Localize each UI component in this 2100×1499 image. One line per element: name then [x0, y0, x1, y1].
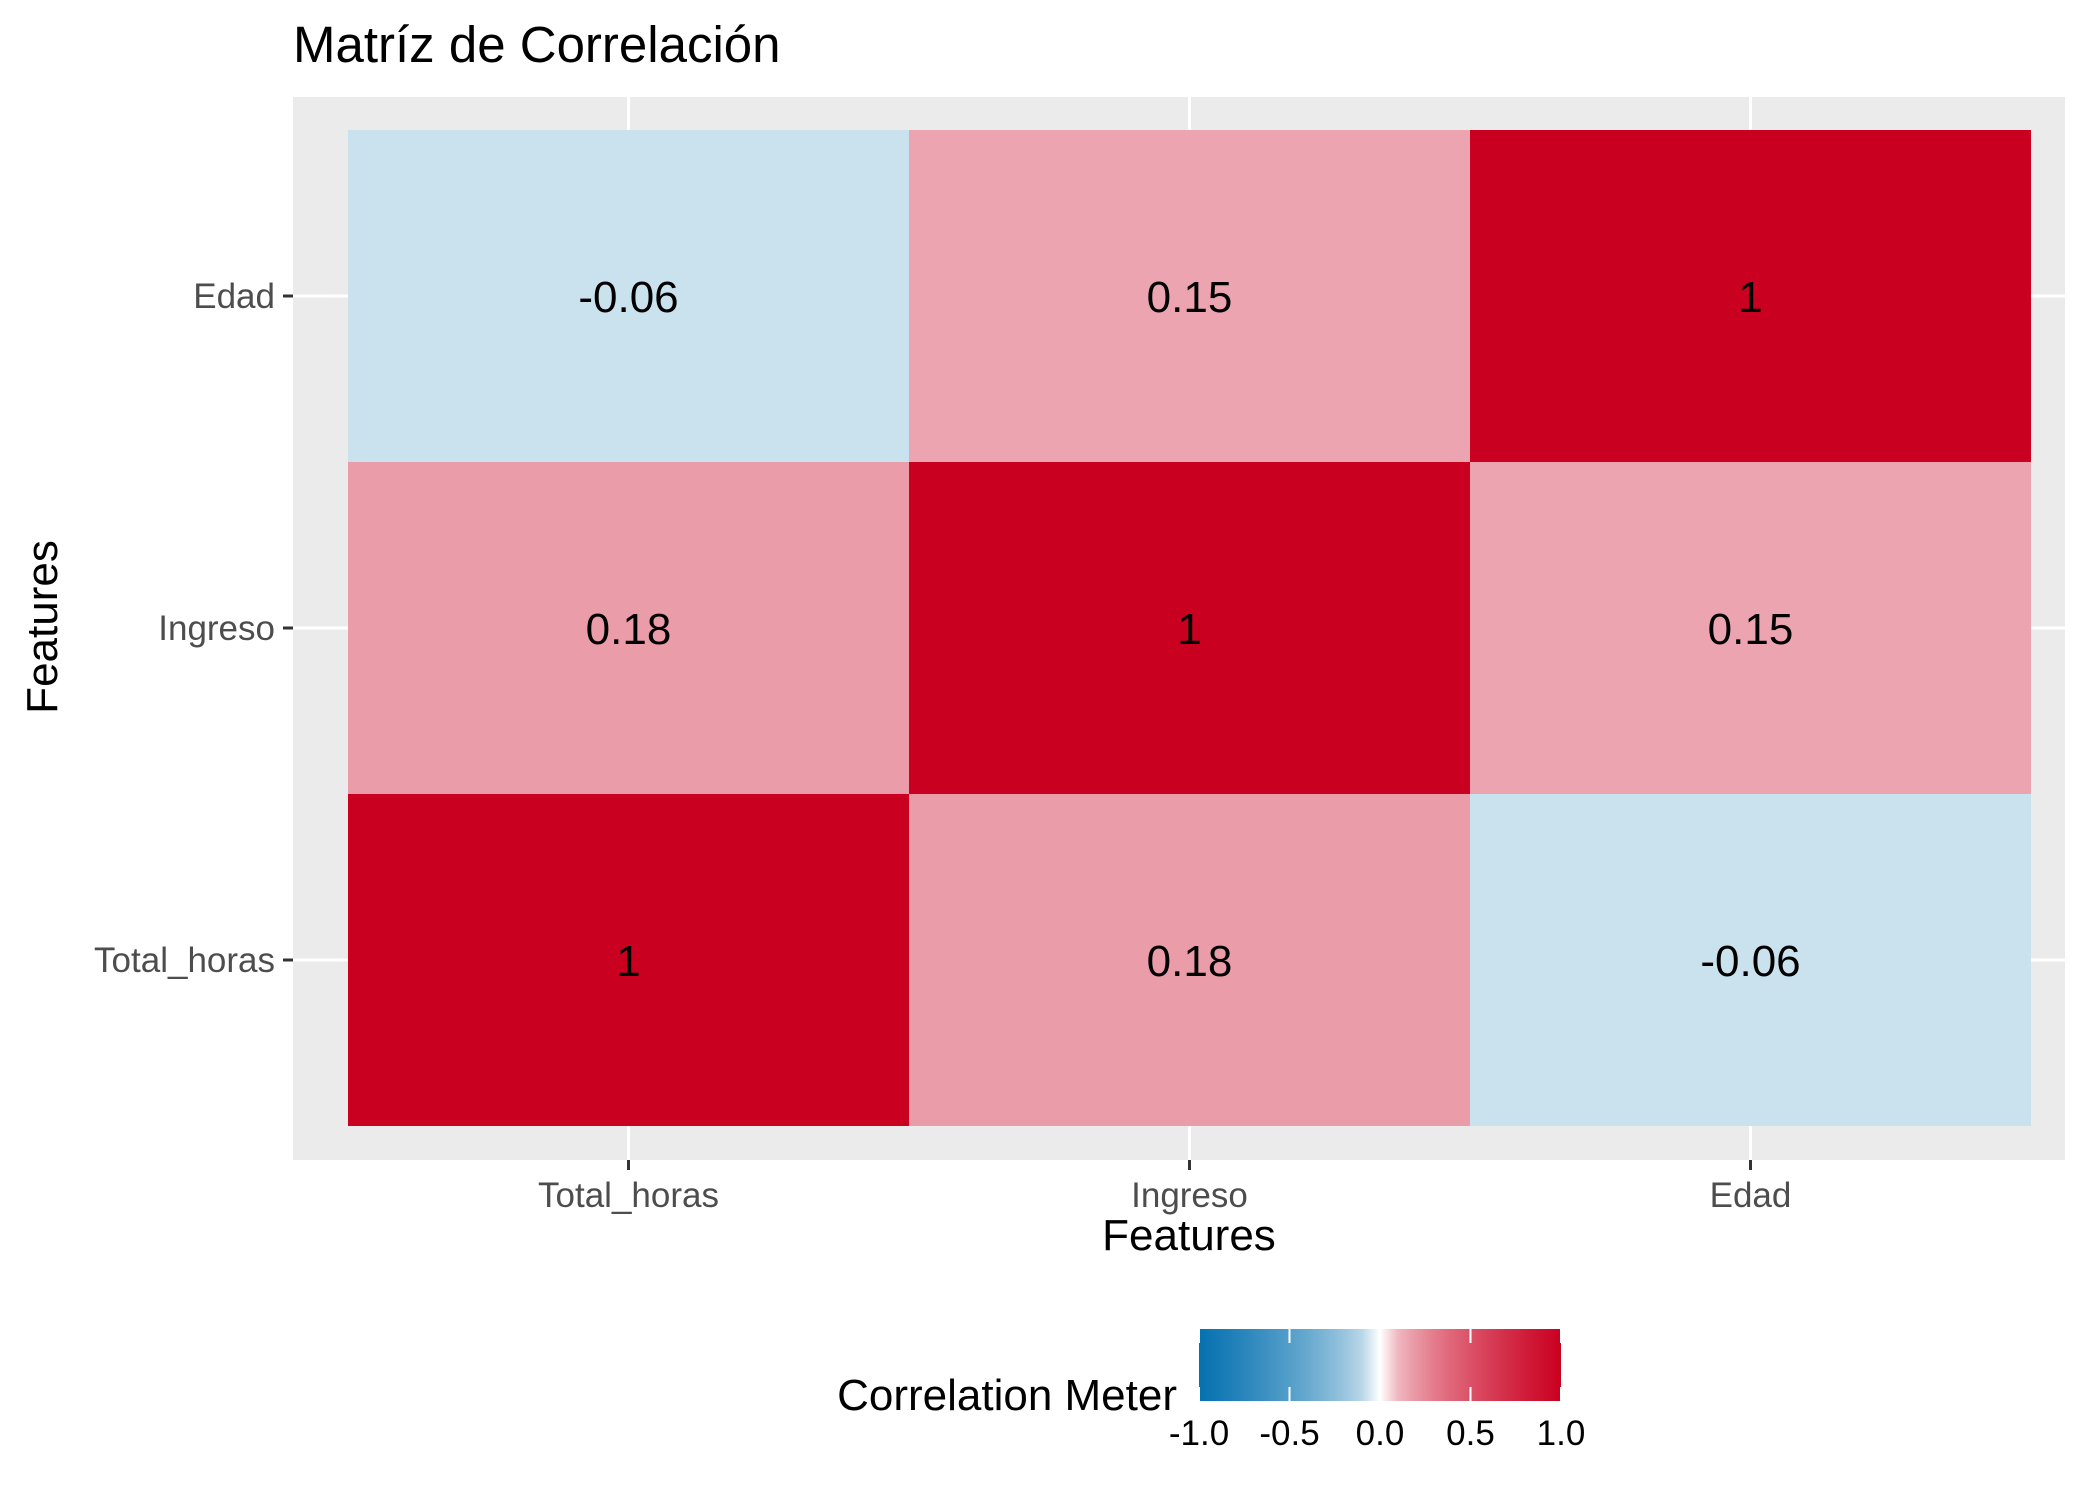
- cell-value-label: 1: [616, 937, 640, 986]
- x-tick-label: Ingreso: [1131, 1176, 1248, 1215]
- y-axis: Total_horas Ingreso Edad: [94, 277, 293, 980]
- y-tick-label: Total_horas: [94, 941, 275, 980]
- heatmap-cell: [1470, 794, 2031, 1126]
- x-axis: Total_horas Ingreso Edad: [538, 1160, 1791, 1215]
- heatmap-cell: [909, 130, 1470, 462]
- heatmap-cells: [348, 130, 2031, 1126]
- legend-ticks: -1.0 -0.5 0.0 0.5 1.0: [1169, 1329, 1585, 1453]
- heatmap-cell: [1470, 462, 2031, 794]
- legend-title: Correlation Meter: [837, 1371, 1177, 1420]
- cell-value-label: 0.18: [586, 605, 672, 654]
- x-tick-label: Edad: [1710, 1176, 1792, 1215]
- legend-tick-label: 0.5: [1446, 1414, 1495, 1453]
- x-axis-title: Features: [1102, 1211, 1276, 1260]
- legend-tick-label: 1.0: [1537, 1414, 1586, 1453]
- heatmap-cell: [909, 462, 1470, 794]
- x-tick-label: Total_horas: [538, 1176, 719, 1215]
- heatmap-cell: [348, 794, 909, 1126]
- legend-tick-label: 0.0: [1356, 1414, 1405, 1453]
- cell-value-label: 0.15: [1708, 605, 1794, 654]
- cell-value-label: 1: [1177, 605, 1201, 654]
- chart-title: Matríz de Correlación: [293, 16, 781, 73]
- legend-tick-label: -1.0: [1169, 1414, 1229, 1453]
- heatmap-cell: [348, 130, 909, 462]
- cell-value-label: -0.06: [1700, 937, 1800, 986]
- y-tick-label: Edad: [193, 277, 275, 316]
- legend-tick-label: -0.5: [1259, 1414, 1319, 1453]
- cell-value-label: -0.06: [578, 273, 678, 322]
- heatmap-cell: [1470, 130, 2031, 462]
- cell-value-label: 0.15: [1147, 273, 1233, 322]
- y-axis-title: Features: [18, 540, 67, 714]
- y-tick-label: Ingreso: [158, 609, 275, 648]
- heatmap-cell: [909, 794, 1470, 1126]
- cell-value-labels: 1 0.18 -0.06 0.18 1 0.15 -0.06 0.15 1: [578, 273, 1800, 986]
- cell-value-label: 1: [1738, 273, 1762, 322]
- heatmap-cell: [348, 462, 909, 794]
- cell-value-label: 0.18: [1147, 937, 1233, 986]
- color-legend: Correlation Meter -1.0 -0.5 0.0 0.5 1.0: [837, 1329, 1585, 1453]
